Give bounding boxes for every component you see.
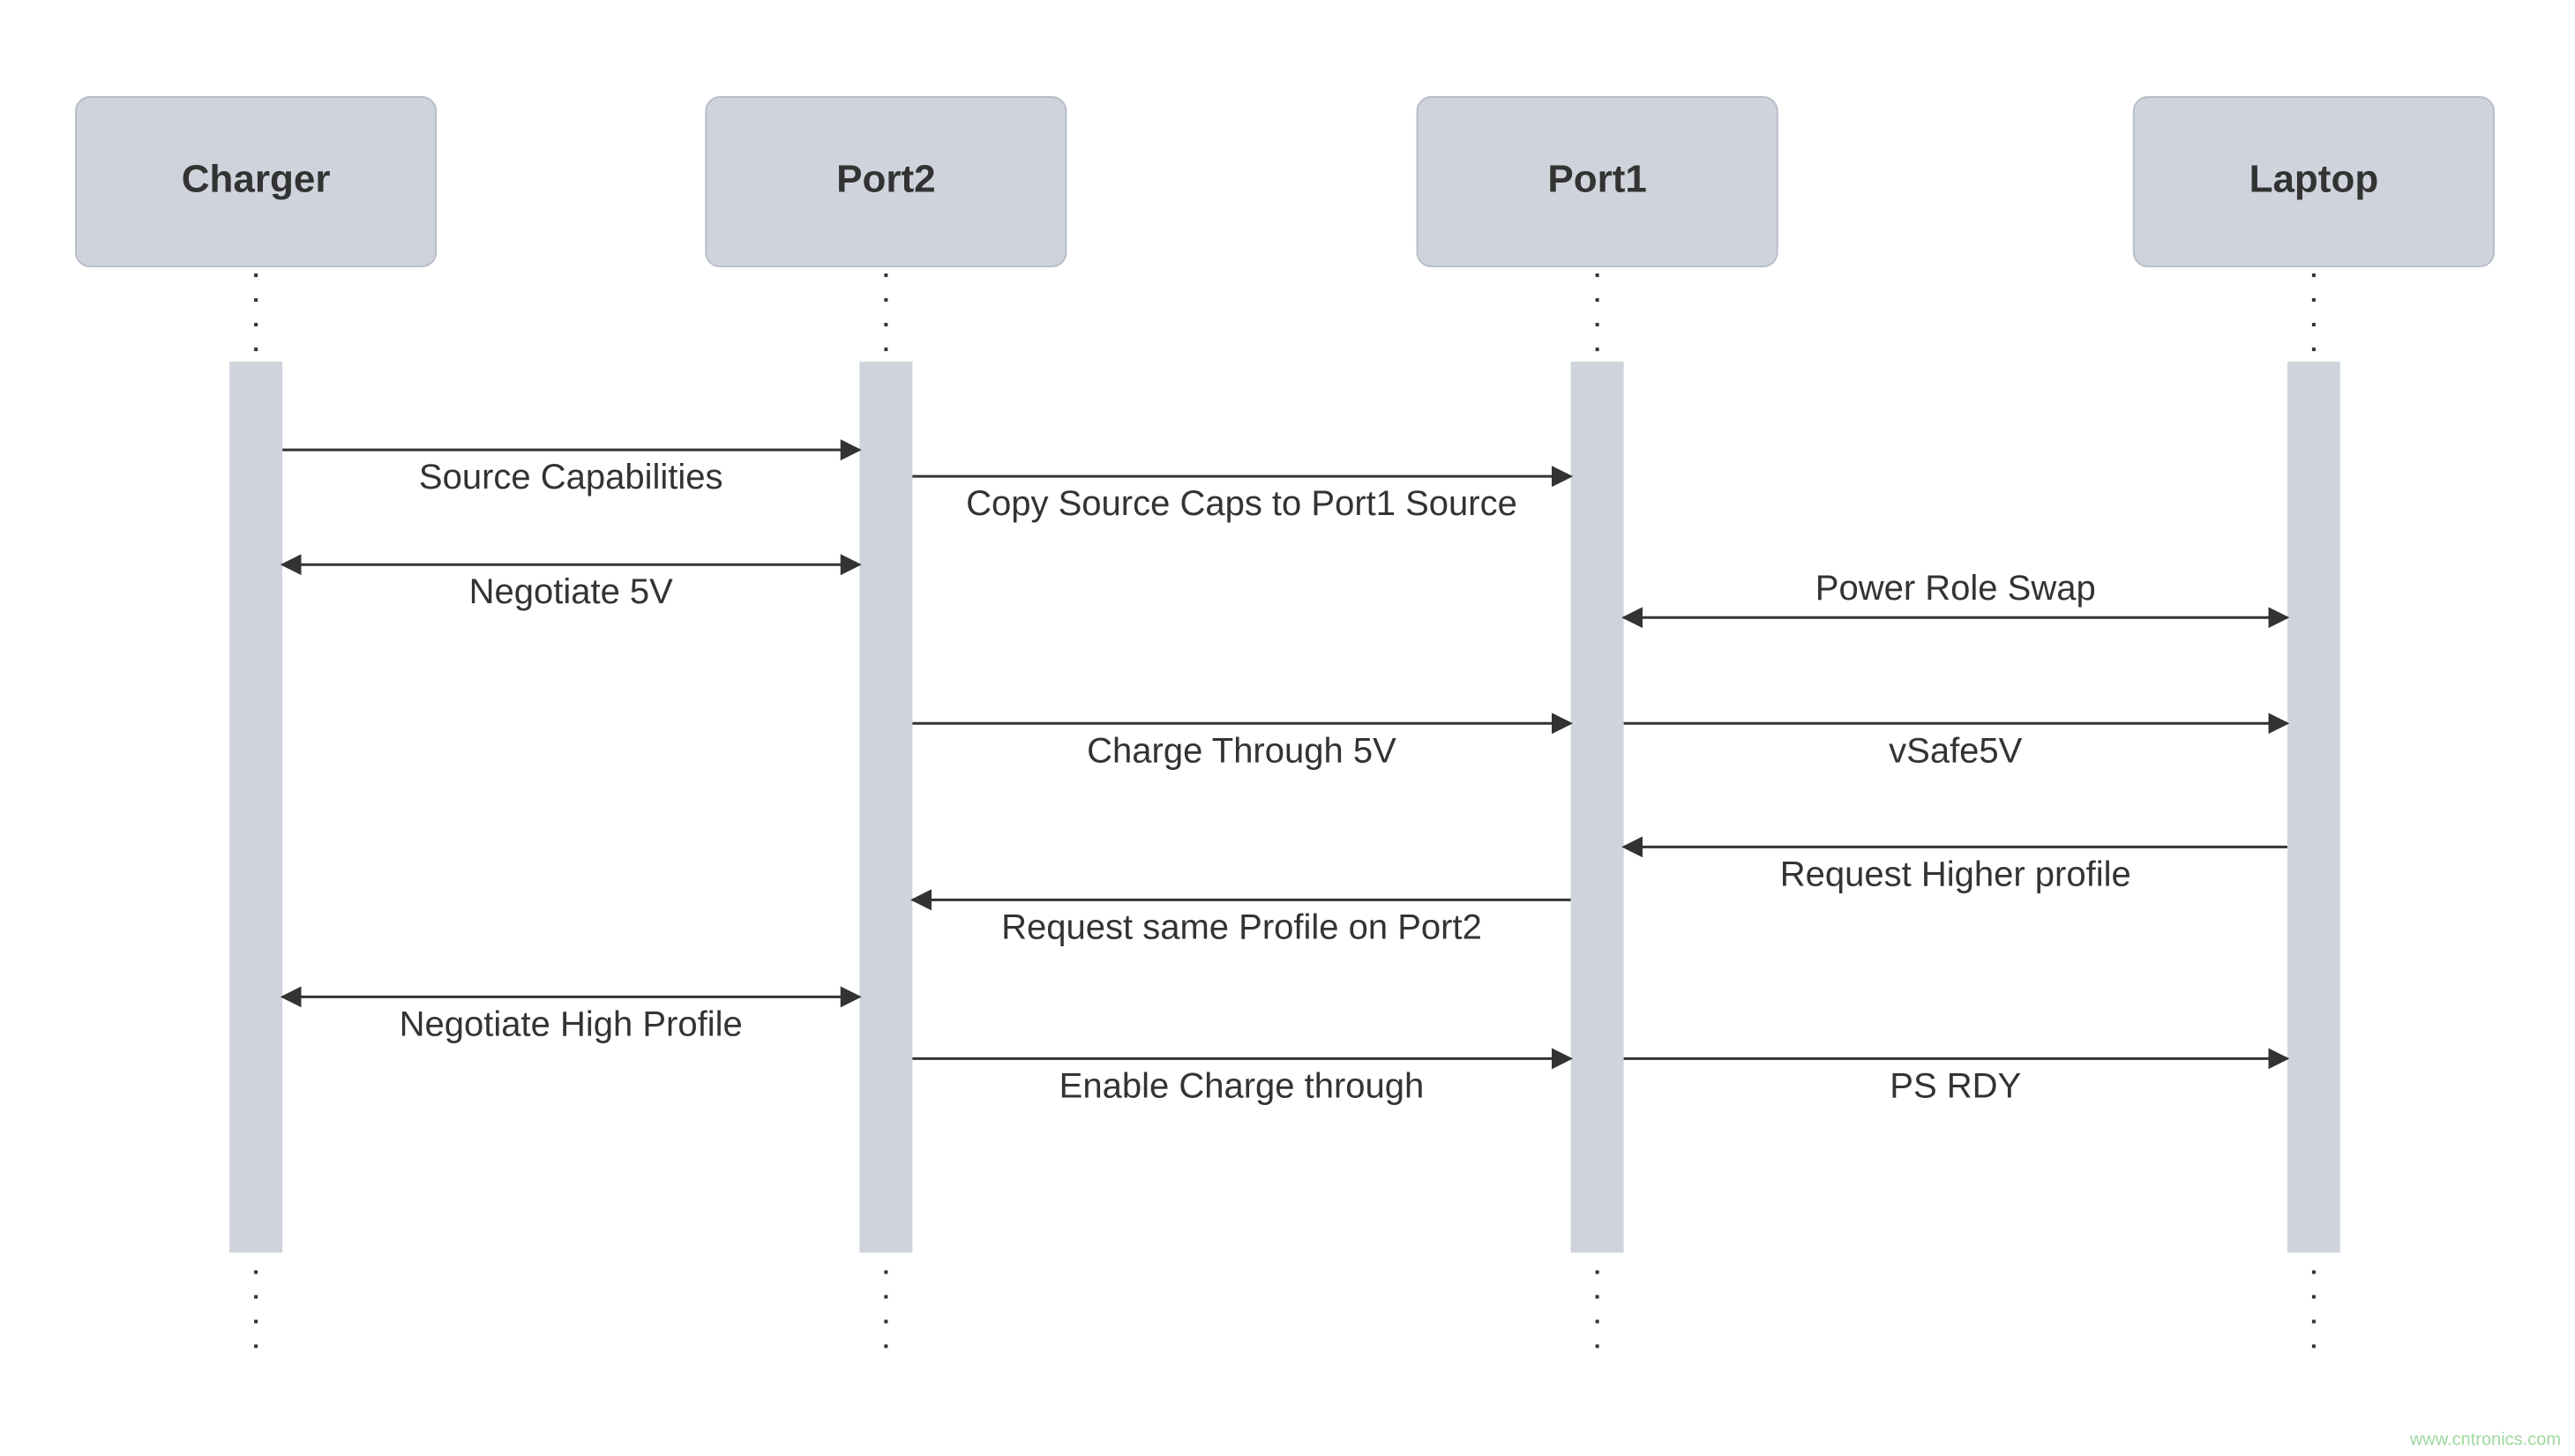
message-label-7: Request same Profile on Port2 <box>1001 907 1482 946</box>
message-label-2: Negotiate 5V <box>469 572 674 611</box>
message-label-1: Copy Source Caps to Port1 Source <box>966 484 1517 523</box>
actor-label-laptop: Laptop <box>2249 158 2379 201</box>
activation-laptop <box>2287 362 2340 1252</box>
message-label-4: Charge Through 5V <box>1087 731 1396 770</box>
actor-label-port1: Port1 <box>1547 158 1646 201</box>
message-label-10: PS RDY <box>1890 1066 2021 1105</box>
message-label-0: Source Capabilities <box>419 458 723 497</box>
watermark: www.cntronics.com <box>2409 1430 2561 1450</box>
activation-port1 <box>1571 362 1624 1252</box>
actor-port1: Port1 <box>1418 97 1778 1367</box>
actor-charger: Charger <box>76 97 436 1367</box>
activation-port2 <box>859 362 912 1252</box>
message-label-8: Negotiate High Profile <box>400 1004 743 1043</box>
actor-port2: Port2 <box>706 97 1066 1367</box>
message-label-3: Power Role Swap <box>1815 569 2096 608</box>
actor-label-charger: Charger <box>182 158 331 201</box>
message-label-9: Enable Charge through <box>1059 1066 1425 1105</box>
actor-laptop: Laptop <box>2134 97 2494 1367</box>
actor-label-port2: Port2 <box>836 158 935 201</box>
message-label-5: vSafe5V <box>1889 731 2023 770</box>
message-label-6: Request Higher profile <box>1780 855 2131 893</box>
activation-charger <box>229 362 282 1252</box>
